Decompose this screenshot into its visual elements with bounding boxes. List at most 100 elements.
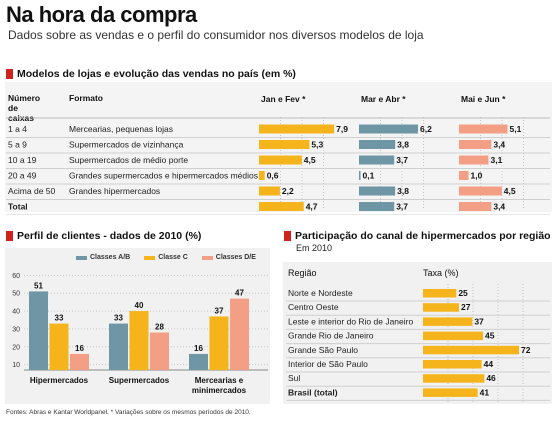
column-header-taxa: Taxa (%) xyxy=(423,268,459,278)
section-title-text: Perfil de clientes - dados de 2010 (%) xyxy=(17,230,202,242)
bar xyxy=(359,155,395,165)
bar xyxy=(259,140,310,149)
bar xyxy=(459,171,469,180)
legend-label: Classe C xyxy=(158,254,188,261)
row-caixas: 1 a 4 xyxy=(8,124,27,134)
y-tick-label: 20 xyxy=(12,344,20,351)
bar xyxy=(423,374,485,383)
bar xyxy=(49,323,69,370)
row-formato: Grandes hipermercados xyxy=(69,186,160,196)
bar xyxy=(189,353,208,370)
bar xyxy=(359,186,396,196)
row-formato: Supermercados de médio porte xyxy=(69,155,188,165)
bar-value-label: 47 xyxy=(235,289,244,298)
bar-value-label: 46 xyxy=(486,373,496,383)
bar-value-label: 5,1 xyxy=(510,124,522,134)
row-caixas: 20 a 49 xyxy=(8,171,37,181)
section-title-hiper-region: Participação do canal de hipermercados p… xyxy=(284,230,551,242)
bar xyxy=(259,186,280,196)
bar xyxy=(150,332,169,370)
period-header: Mai e Jun * xyxy=(461,94,506,104)
section-title-text: Participação do canal de hipermercados p… xyxy=(295,230,551,242)
bar xyxy=(230,298,249,370)
bar-value-label: 6,2 xyxy=(420,124,432,134)
period-header: Mar e Abr * xyxy=(361,94,406,104)
bar-value-label: 27 xyxy=(461,302,471,312)
bar-value-label: 0,1 xyxy=(363,171,375,181)
page-title: Na hora da compra xyxy=(6,2,197,27)
section-title-client-profile: Perfil de clientes - dados de 2010 (%) xyxy=(6,230,201,242)
column-header-formato: Formato xyxy=(69,93,103,103)
bar-value-label: 0,6 xyxy=(267,171,279,181)
region-label: Leste e interior do Rio de Janeiro xyxy=(288,316,413,326)
y-tick-label: 60 xyxy=(12,273,20,280)
y-tick-label: 50 xyxy=(12,291,20,298)
legend-label: Classes D/E xyxy=(215,254,256,261)
bar xyxy=(209,316,229,370)
row-caixas: 5 a 9 xyxy=(8,140,27,150)
bar-value-label: 4,7 xyxy=(306,202,318,212)
header-line: de xyxy=(8,103,18,113)
row-formato: Supermercados de vizinhança xyxy=(69,140,184,150)
bar-value-label: 72 xyxy=(521,345,531,355)
legend-swatch-icon xyxy=(201,255,213,260)
bar xyxy=(459,155,489,165)
bar xyxy=(259,202,304,211)
region-label: Interior de São Paulo xyxy=(288,359,368,369)
bar-value-label: 51 xyxy=(34,281,43,290)
bar xyxy=(359,202,395,211)
bar xyxy=(359,171,361,180)
red-square-icon xyxy=(284,231,291,241)
bar-value-label: 3,4 xyxy=(493,202,505,212)
bar-value-label: 3,7 xyxy=(396,155,408,165)
bar-value-label: 41 xyxy=(480,387,490,397)
bar xyxy=(423,388,478,397)
bar-value-label: 44 xyxy=(484,359,494,369)
bar-value-label: 3,4 xyxy=(493,140,505,150)
region-label: Norte e Nordeste xyxy=(288,288,353,298)
row-caixas: 10 a 19 xyxy=(8,155,37,165)
region-label: Brasil (total) xyxy=(288,387,338,397)
client-profile-chart: 10 20 30 40 50 60 51 33 16 Hipermercados 33 40 28 Sup… xyxy=(12,273,268,395)
bar xyxy=(459,202,492,211)
bar-value-label: 3,8 xyxy=(397,186,409,196)
bar xyxy=(423,317,473,326)
bar xyxy=(29,291,48,370)
y-tick-label: 10 xyxy=(12,362,20,369)
bar xyxy=(109,323,128,370)
bar-value-label: 5,3 xyxy=(311,140,323,150)
bar xyxy=(423,289,457,298)
bar-value-label: 4,5 xyxy=(304,155,316,165)
section-title-text: Modelos de lojas e evolução das vendas n… xyxy=(17,68,296,80)
hiper-region-panel xyxy=(283,262,552,404)
bar xyxy=(259,155,302,165)
bar-value-label: 37 xyxy=(474,316,484,326)
bar xyxy=(423,331,483,341)
bar-value-label: 7,9 xyxy=(336,124,348,134)
x-category-label: Mercearias e xyxy=(195,376,244,385)
legend-item-de: Classes D/E xyxy=(201,254,256,261)
bar-value-label: 3,7 xyxy=(396,202,408,212)
legend-item-c: Classe C xyxy=(144,254,188,261)
hiper-region-chart: Norte e Nordeste 25 Centro Oeste 27 Leste e … xyxy=(286,284,550,402)
y-tick-label: 40 xyxy=(12,309,20,316)
footnote: Fontes: Abras e Kantar Worldpanel. * Var… xyxy=(6,409,251,416)
bar-value-label: 3,1 xyxy=(490,155,502,165)
section-subtitle: Em 2010 xyxy=(296,243,333,253)
region-label: Centro Oeste xyxy=(288,302,339,312)
red-square-icon xyxy=(6,69,13,79)
region-label: Grande São Paulo xyxy=(288,345,358,355)
y-tick-label: 30 xyxy=(12,326,20,333)
section-title-store-models: Modelos de lojas e evolução das vendas n… xyxy=(6,68,296,80)
bar-value-label: 16 xyxy=(75,344,84,353)
bar xyxy=(423,360,482,369)
bar-value-label: 33 xyxy=(55,314,64,323)
legend-label: Classes A/B xyxy=(90,254,131,261)
column-header-regiao: Região xyxy=(288,268,317,278)
bar xyxy=(129,311,149,370)
bar xyxy=(423,345,519,355)
x-category-label: minimercados xyxy=(192,386,247,395)
bar-value-label: 40 xyxy=(135,301,144,310)
row-formato: Mercearias, pequenas lojas xyxy=(69,124,173,134)
bar-value-label: 3,8 xyxy=(397,140,409,150)
